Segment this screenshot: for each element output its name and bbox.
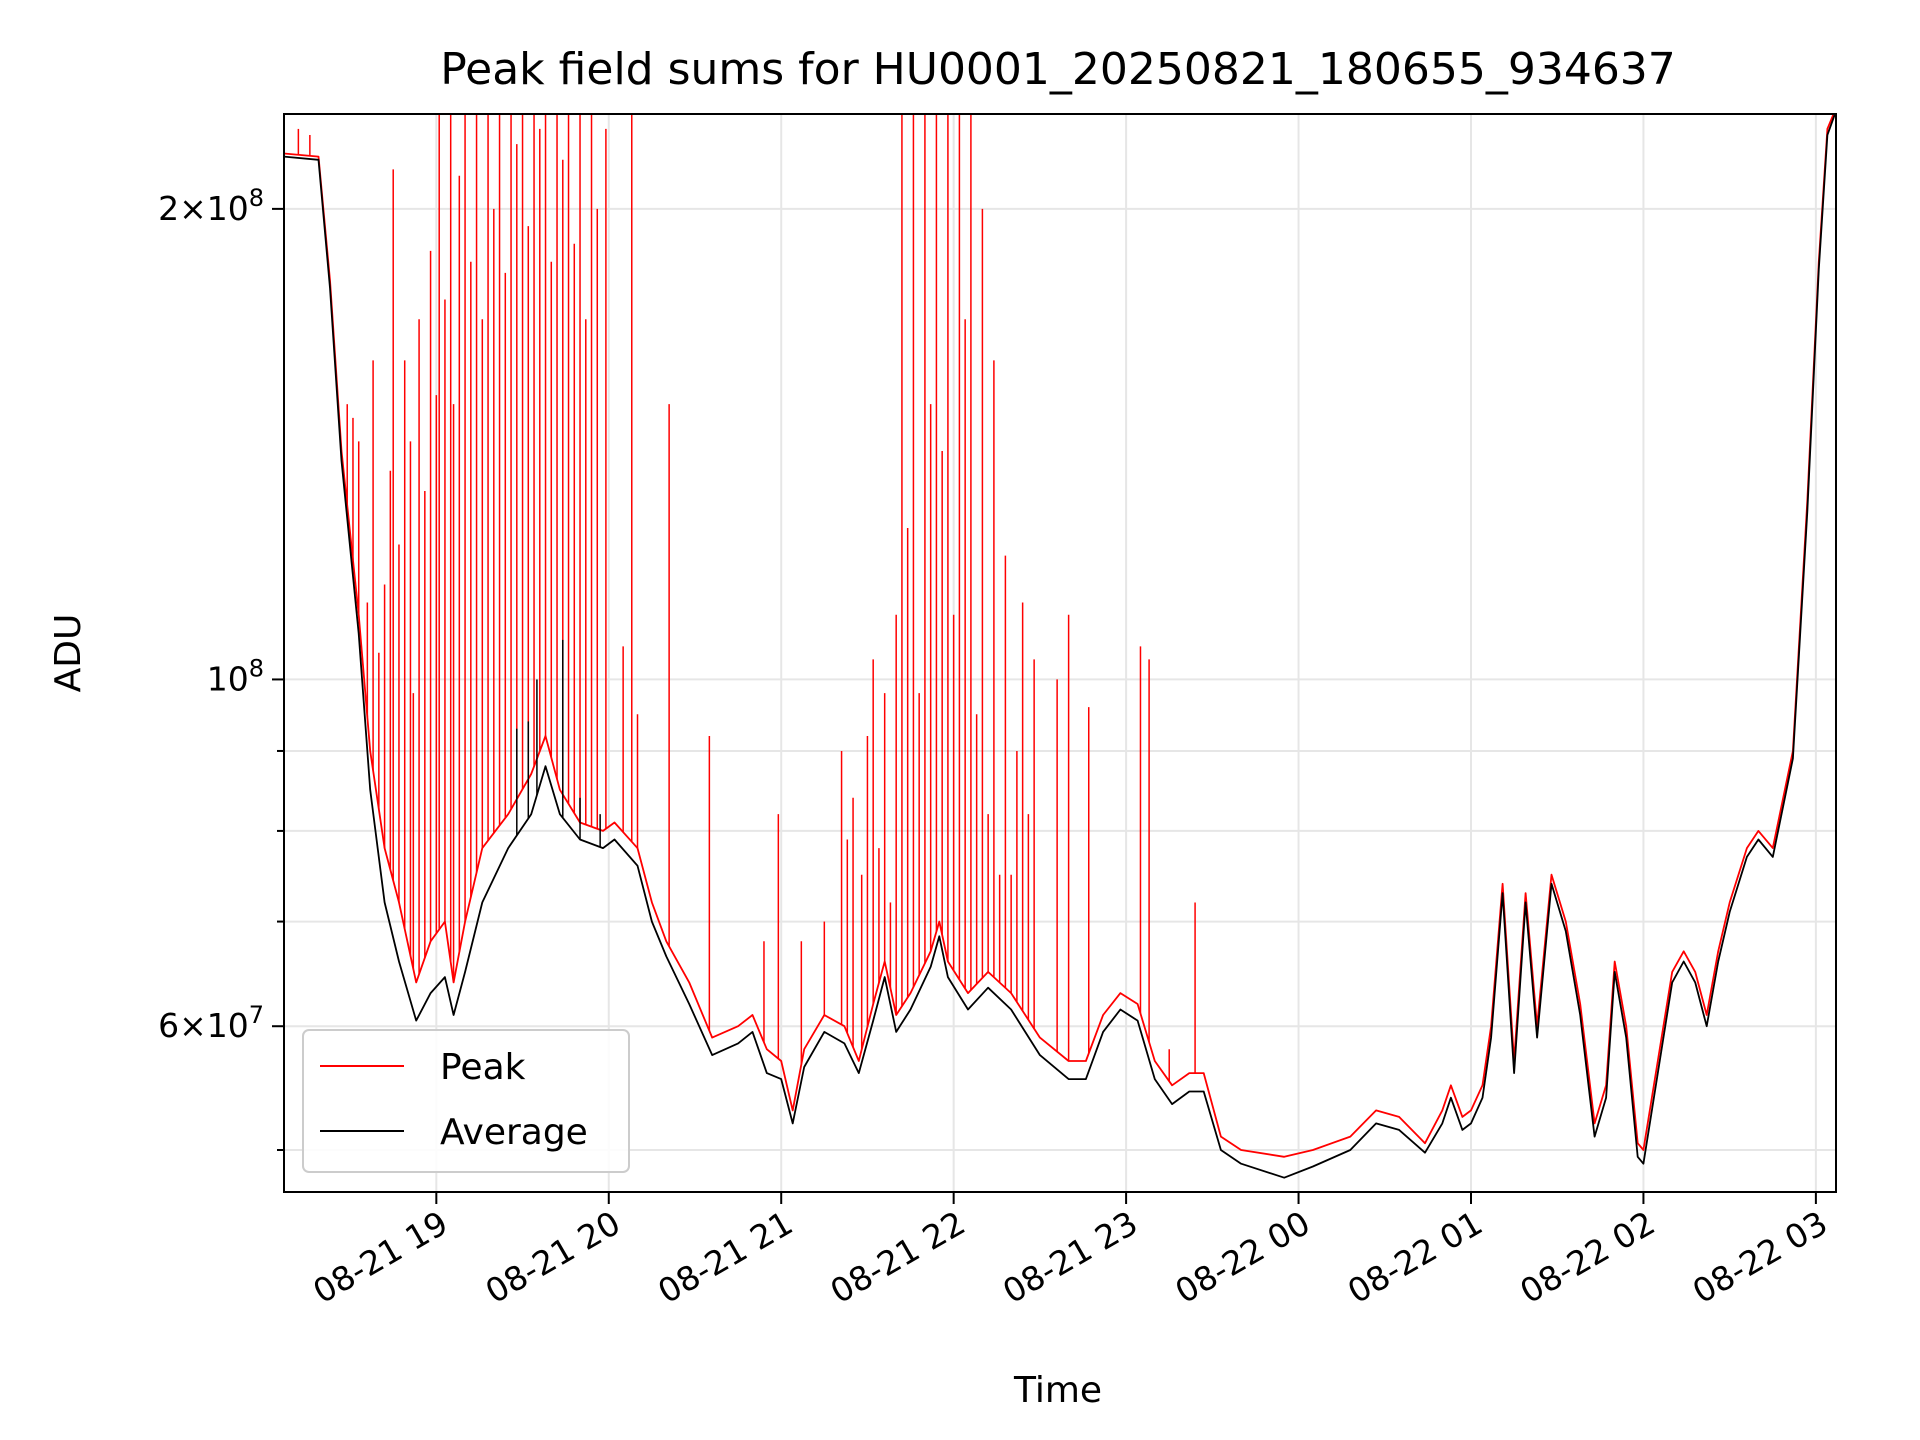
series-layer bbox=[284, 114, 1836, 1179]
line-average bbox=[284, 114, 1836, 1179]
plot-frame bbox=[283, 113, 1837, 1193]
series-average bbox=[284, 114, 1836, 1179]
line-peak bbox=[284, 114, 1835, 1158]
y-axis-label: ADU bbox=[48, 614, 89, 693]
chart-title: Peak field sums for HU0001_20250821_1806… bbox=[440, 44, 1676, 95]
legend-label-peak: Peak bbox=[440, 1047, 526, 1088]
y-tick-label: 2×108 bbox=[158, 184, 264, 228]
y-tick-label: 108 bbox=[207, 654, 264, 698]
legend: Peak Average bbox=[302, 1029, 630, 1173]
x-axis-label: Time bbox=[1013, 1370, 1102, 1411]
y-tick-label: 6×107 bbox=[158, 1001, 264, 1045]
legend-label-average: Average bbox=[440, 1112, 588, 1153]
y-axis: 6×107 108 2×108 bbox=[158, 184, 284, 1151]
grid bbox=[284, 114, 1836, 1192]
